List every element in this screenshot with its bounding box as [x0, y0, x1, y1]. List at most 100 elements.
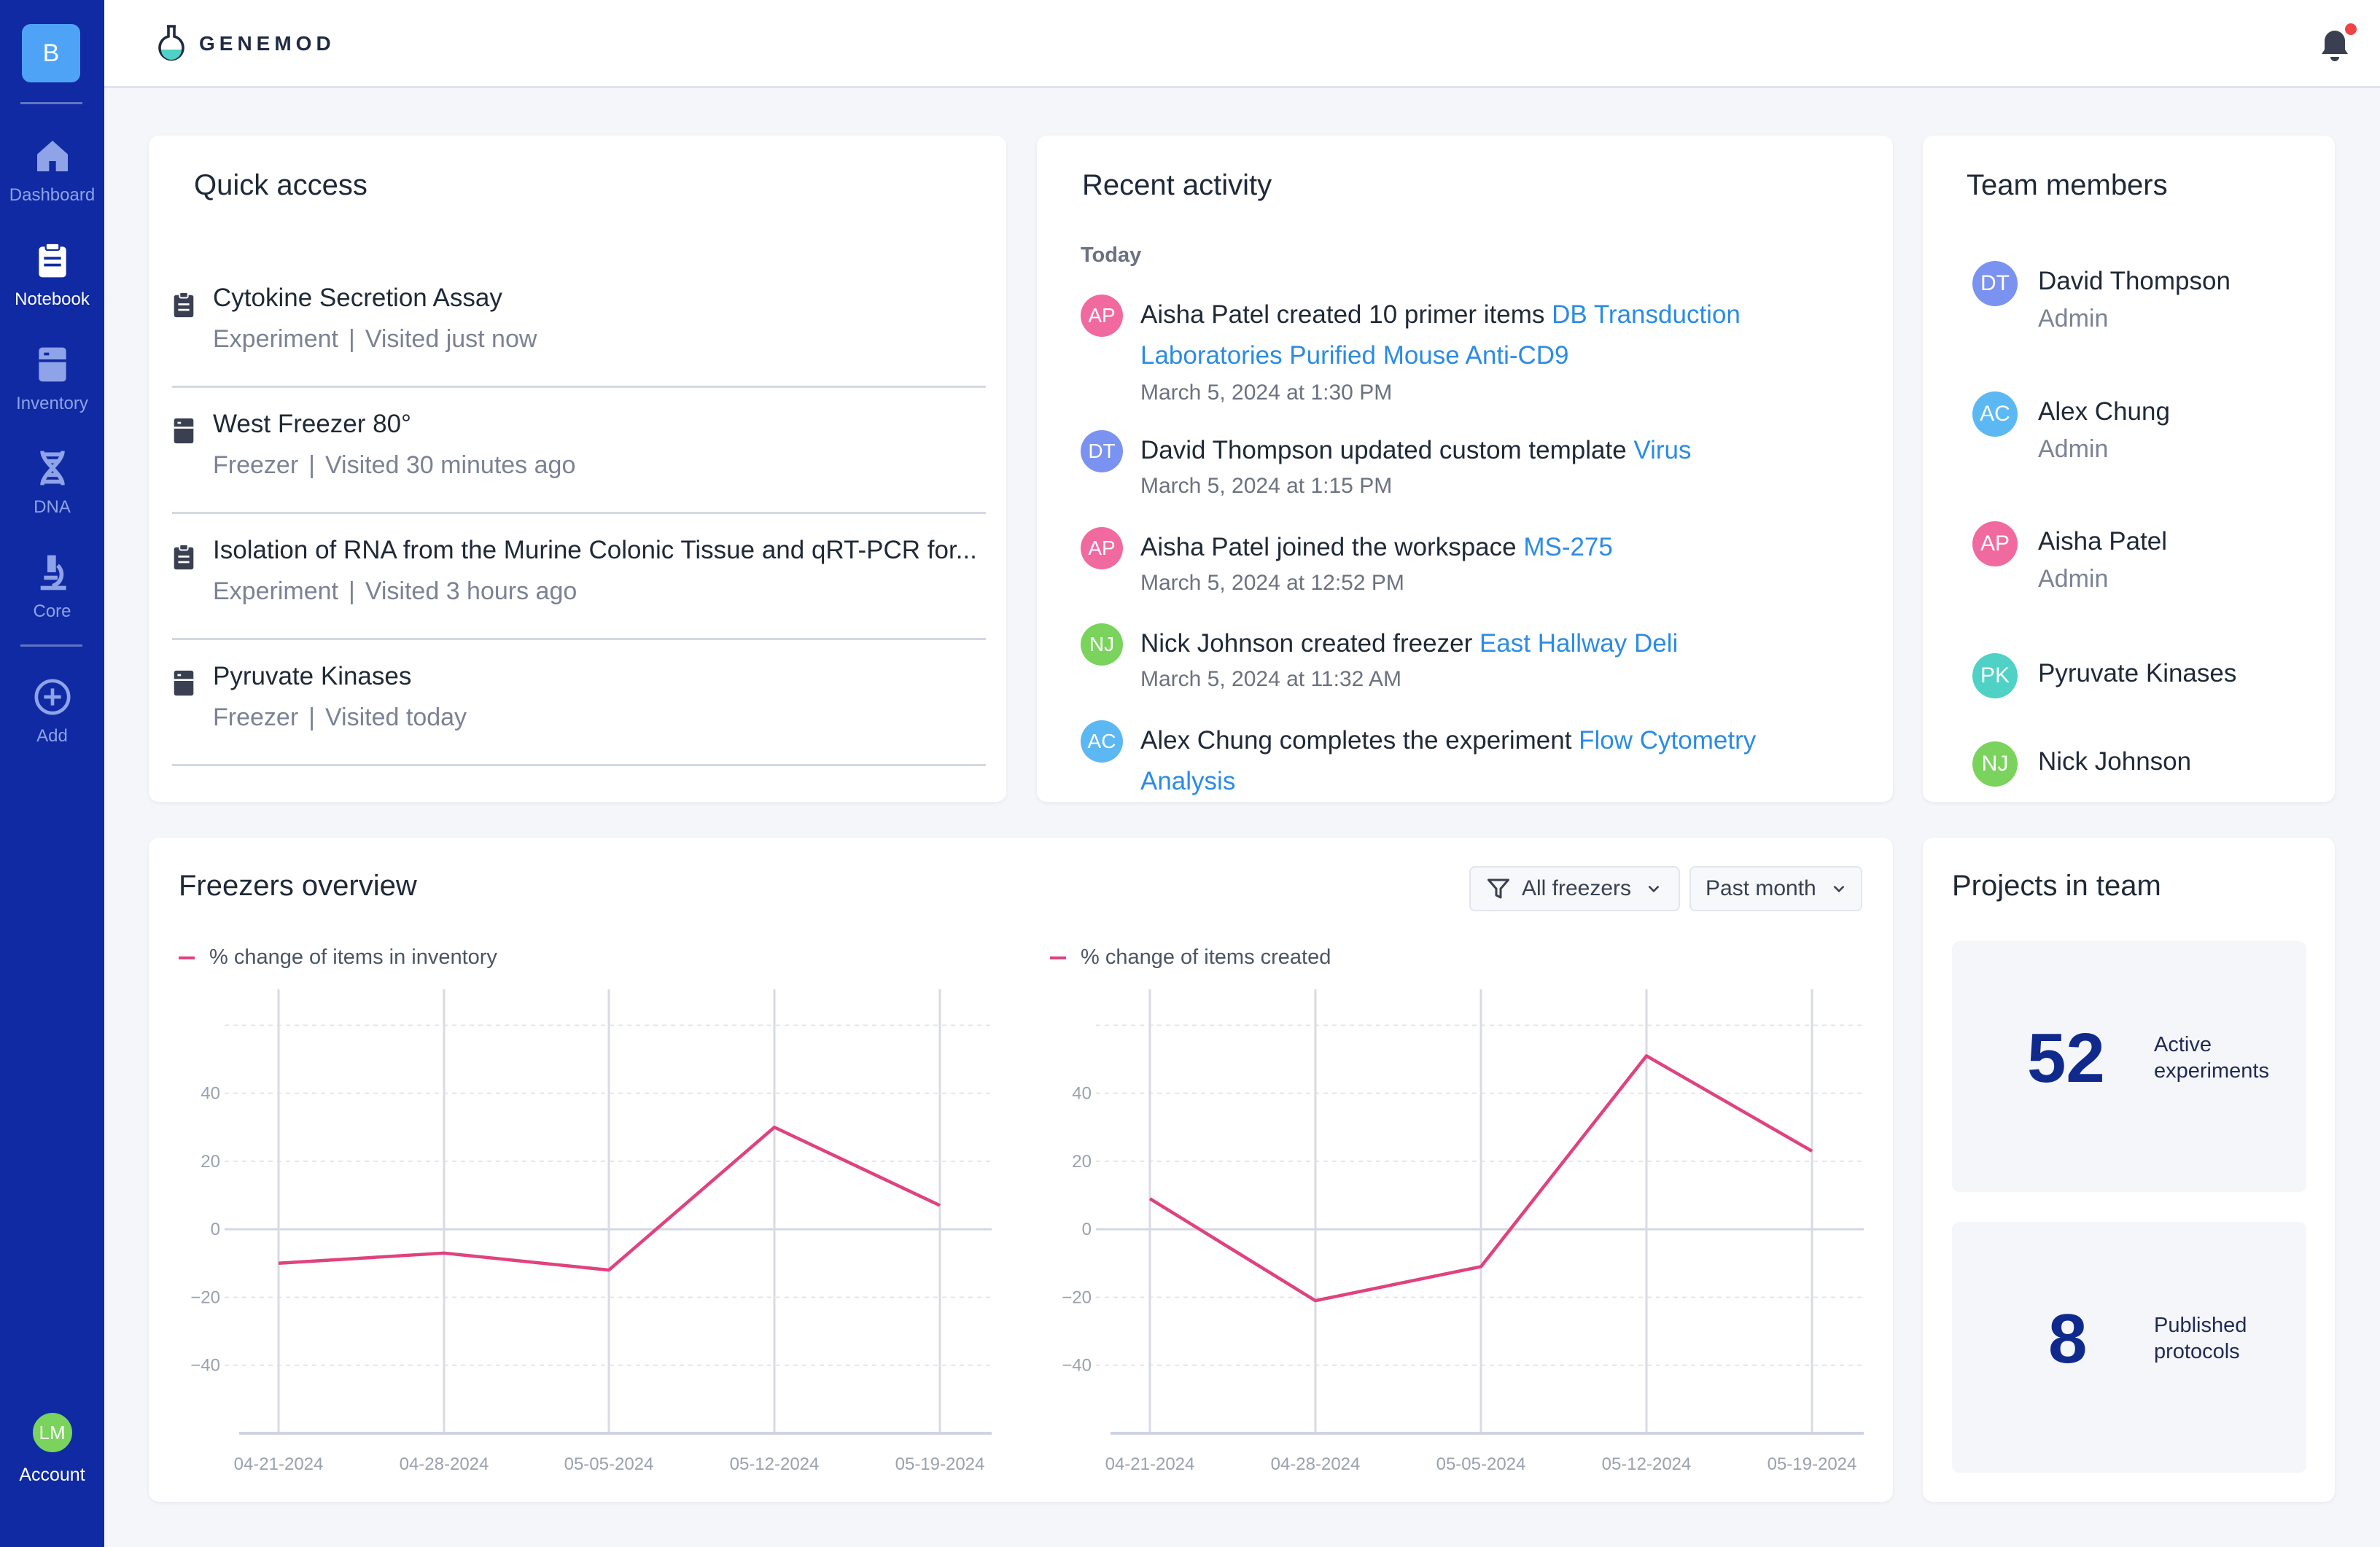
stat-label: Published protocols [2154, 1314, 2247, 1363]
recent-activity-title: Recent activity [1082, 169, 1272, 201]
filter-icon [1488, 878, 1509, 899]
member-name: Alex Chung [2038, 397, 2170, 426]
sidebar-item-dna[interactable]: DNA [0, 442, 104, 529]
quick-access-item-meta: Freezer | Visited 30 minutes ago [213, 451, 576, 479]
x-tick-label: 04-28-2024 [400, 1454, 489, 1474]
clipboard-icon [174, 543, 194, 570]
avatar: DT [1081, 430, 1123, 472]
quick-access-item-title: West Freezer 80° [213, 410, 412, 438]
freezers-overview-title: Freezers overview [179, 870, 417, 902]
inventory-icon [38, 347, 66, 382]
x-tick-label: 04-28-2024 [1271, 1454, 1361, 1474]
member-role: Admin [2038, 305, 2109, 332]
notification-bell-icon[interactable] [2317, 26, 2352, 64]
activity-link[interactable]: Virus [1633, 436, 1692, 464]
quick-access-item-title: Isolation of RNA from the Murine Colonic… [213, 536, 977, 564]
quick-access-item[interactable]: Pyruvate Kinases Freezer | Visited today [172, 640, 986, 766]
freezer-filter-dropdown[interactable]: All freezers [1469, 866, 1680, 911]
activity-text: Aisha Patel created 10 primer items DB T… [1140, 300, 1741, 370]
activity-text: Alex Chung completes the experiment Flow… [1140, 726, 1757, 795]
sidebar-item-inventory[interactable]: Inventory [0, 338, 104, 426]
y-tick-label: −40 [1062, 1356, 1092, 1376]
sidebar-item-label: Add [36, 726, 68, 746]
brand-name: GENEMOD [199, 32, 335, 55]
sidebar-item-core[interactable]: Core [0, 546, 104, 634]
sidebar-item-notebook[interactable]: Notebook [0, 234, 104, 322]
account-avatar: LM [30, 1411, 74, 1454]
y-tick-label: −20 [190, 1287, 220, 1307]
activity-date: March 5, 2024 at 1:15 PM [1140, 474, 1393, 498]
freezer-icon [174, 418, 194, 444]
account-menu[interactable]: LM Account [0, 1411, 104, 1486]
quick-access-item[interactable]: West Freezer 80° Freezer | Visited 30 minu… [172, 388, 986, 514]
projects-title: Projects in team [1952, 870, 2161, 902]
y-tick-label: 20 [201, 1152, 220, 1172]
y-tick-label: 0 [1082, 1220, 1092, 1239]
quick-access-item[interactable]: Cytokine Secretion Assay Experiment | Visi… [172, 262, 986, 388]
chevron-down-icon [1648, 885, 1660, 893]
y-tick-label: 40 [1072, 1084, 1092, 1104]
quick-access-item-meta: Experiment | Visited 3 hours ago [213, 577, 578, 605]
sidebar-item-label: Core [33, 601, 71, 621]
member-role: Admin [2038, 565, 2109, 593]
avatar: AP [1972, 521, 2018, 566]
quick-access-item[interactable]: Isolation of RNA from the Murine Colonic… [172, 514, 986, 640]
avatar: AC [1972, 391, 2018, 437]
activity-link[interactable]: MS-275 [1523, 533, 1613, 561]
stat-value: 8 [2048, 1300, 2088, 1378]
notification-dot [2345, 23, 2357, 35]
sidebar: B Dashboard Notebook Inventory DNA Core … [0, 0, 104, 1547]
items-created-chart: 40 20 0 −20 −40 04-21-2024 04-28-2024 05-05-202… [1062, 989, 1864, 1474]
activity-link[interactable]: Flow Cytometry Analysis [1140, 726, 1757, 795]
sidebar-divider [20, 102, 82, 104]
brand-logo[interactable]: GENEMOD [155, 23, 335, 64]
member-name: Pyruvate Kinases [2038, 659, 2237, 687]
x-tick-label: 05-12-2024 [1602, 1454, 1692, 1474]
sidebar-item-add[interactable]: Add [0, 671, 104, 758]
member-name: Nick Johnson [2038, 747, 2192, 776]
avatar: PK [1972, 653, 2018, 698]
chart-legend: % change of items created [1050, 946, 1331, 970]
x-tick-label: 05-05-2024 [1436, 1454, 1526, 1474]
y-tick-label: 0 [211, 1220, 220, 1239]
activity-date: March 5, 2024 at 12:52 PM [1140, 571, 1404, 595]
member-role: Admin [2038, 435, 2109, 463]
top-bar: GENEMOD [104, 0, 2380, 88]
inventory-change-chart: 40 20 0 −20 −40 04-21-2024 04-28-2024 05-05-202… [190, 989, 992, 1474]
stat-value: 52 [2027, 1019, 2105, 1097]
y-tick-label: 40 [201, 1084, 220, 1104]
sidebar-item-dashboard[interactable]: Dashboard [0, 130, 104, 217]
account-label: Account [19, 1465, 85, 1485]
stat-active-experiments[interactable]: 52 Active experiments [1952, 941, 2306, 1192]
y-tick-label: −20 [1062, 1287, 1092, 1307]
sidebar-item-label: Dashboard [9, 185, 96, 205]
clipboard-icon [174, 291, 194, 318]
activity-link[interactable]: DB Transduction Laboratories Purified Mo… [1140, 300, 1741, 370]
projects-card: Projects in team 52 Active experiments 8… [1923, 838, 2335, 1502]
quick-access-item-title: Pyruvate Kinases [213, 662, 412, 690]
y-tick-label: 20 [1072, 1152, 1092, 1172]
workspace-avatar[interactable]: B [22, 24, 80, 82]
add-circle-icon [34, 679, 70, 715]
period-filter-dropdown[interactable]: Past month [1689, 866, 1862, 911]
x-tick-label: 05-12-2024 [730, 1454, 820, 1474]
member-name: Aisha Patel [2038, 527, 2168, 556]
legend-label: % change of items in inventory [209, 946, 497, 969]
legend-swatch [179, 956, 195, 959]
avatar: AP [1081, 295, 1123, 337]
activity-text: Aisha Patel joined the workspace MS-275 [1140, 533, 1613, 561]
chevron-down-icon [1833, 885, 1845, 893]
member-name: David Thompson [2038, 267, 2231, 295]
avatar: DT [1972, 261, 2018, 306]
quick-access-item-meta: Freezer | Visited today [213, 704, 467, 731]
activity-date: March 5, 2024 at 1:30 PM [1140, 381, 1393, 405]
stat-published-protocols[interactable]: 8 Published protocols [1952, 1222, 2306, 1473]
quick-access-item-meta: Experiment | Visited just now [213, 325, 537, 353]
activity-link[interactable]: East Hallway Deli [1479, 629, 1679, 658]
period-filter-label: Past month [1706, 876, 1816, 900]
recent-activity-card: Recent activity Today AP Aisha Patel cre… [1037, 136, 1893, 802]
notebook-icon [38, 242, 66, 278]
freezers-overview-card: Freezers overview All freezers Past mont… [149, 838, 1893, 1502]
activity-text: David Thompson updated custom template V… [1140, 436, 1692, 464]
quick-access-item-title: Cytokine Secretion Assay [213, 284, 502, 312]
